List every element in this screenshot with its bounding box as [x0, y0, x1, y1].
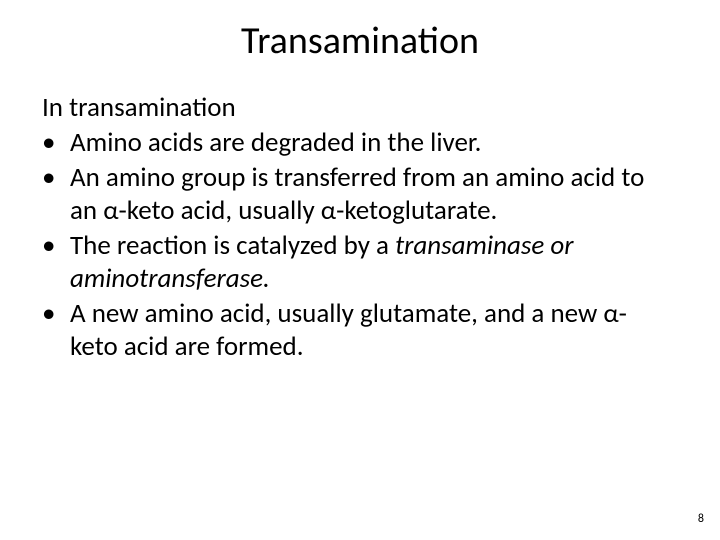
- intro-text: In transamination: [42, 92, 660, 125]
- bullet-marker: •: [42, 162, 70, 228]
- bullet-item: • The reaction is catalyzed by a transam…: [42, 230, 660, 296]
- bullet-item: • Amino acids are degraded in the liver.: [42, 127, 660, 160]
- bullet-marker: •: [42, 127, 70, 160]
- slide-title: Transamination: [0, 0, 720, 92]
- bullet-item: • A new amino acid, usually glutamate, a…: [42, 298, 660, 364]
- page-number: 8: [698, 512, 704, 526]
- bullet-text: An amino group is transferred from an am…: [70, 162, 660, 228]
- slide: Transamination In transamination • Amino…: [0, 0, 720, 540]
- slide-body: In transamination • Amino acids are degr…: [0, 92, 720, 364]
- bullet-text: The reaction is catalyzed by a transamin…: [70, 230, 660, 296]
- bullet-marker: •: [42, 230, 70, 296]
- bullet-item: • An amino group is transferred from an …: [42, 162, 660, 228]
- bullet-marker: •: [42, 298, 70, 364]
- bullet-text: Amino acids are degraded in the liver.: [70, 127, 660, 160]
- bullet-text: A new amino acid, usually glutamate, and…: [70, 298, 660, 364]
- bullet-prefix: The reaction is catalyzed by a: [70, 229, 395, 262]
